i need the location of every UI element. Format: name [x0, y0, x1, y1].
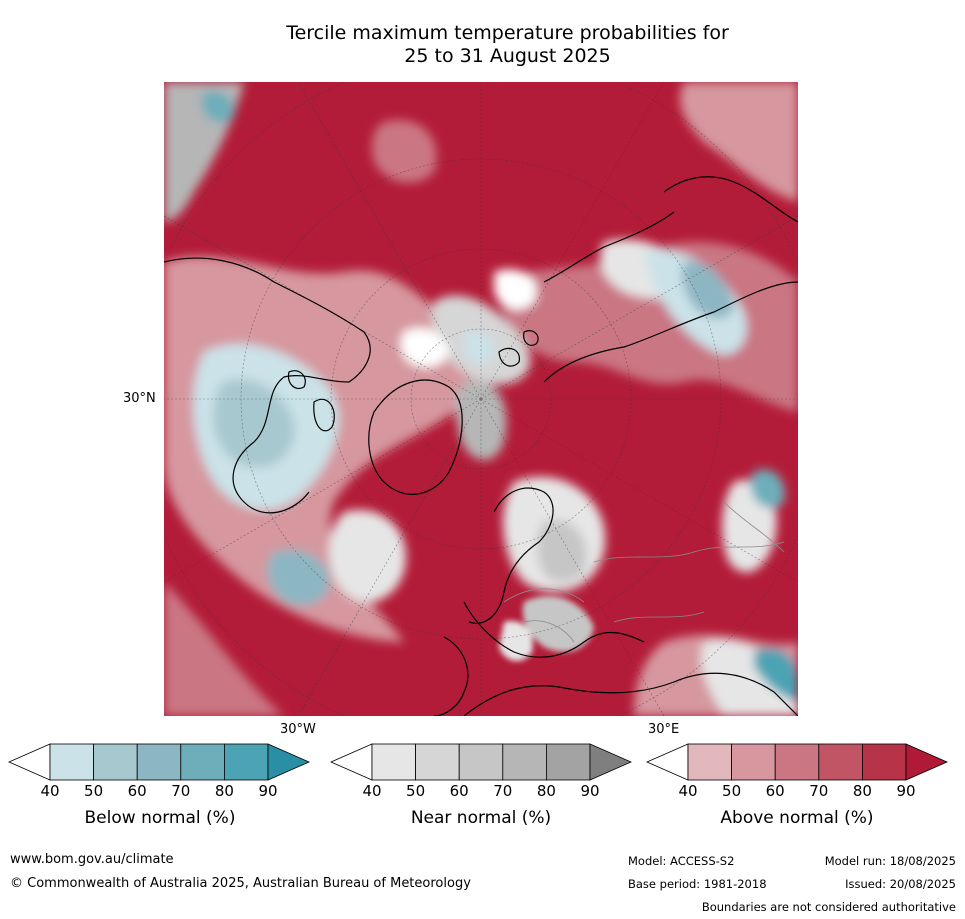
- model-text: Model: ACCESS-S2: [628, 854, 735, 868]
- colorbar-above-normal-tick-40: 40: [678, 782, 698, 800]
- colorbar-above-normal-tick-70: 70: [809, 782, 829, 800]
- europe-field: [499, 596, 594, 662]
- lon-label-30e: 30°E: [648, 722, 680, 737]
- colorbar-below-normal-tick-40: 40: [40, 782, 60, 800]
- model-run-text: Model run: 18/08/2025: [824, 854, 956, 868]
- colorbar-above-normal-tick-50: 50: [722, 782, 742, 800]
- colorbar-near-normal-segment-50: [415, 743, 460, 781]
- probability-fields: [164, 82, 798, 716]
- colorbar-near-normal-tick-50: 50: [406, 782, 426, 800]
- colorbar-above-normal-segment-60: [774, 743, 820, 781]
- colorbar-below-normal: [8, 743, 310, 781]
- copyright-text: © Commonwealth of Australia 2025, Austra…: [10, 876, 471, 891]
- colorbar-near-normal-svg: [330, 743, 632, 781]
- colorbar-near-normal-tick-90: 90: [580, 782, 600, 800]
- colorbar-near-normal-tick-80: 80: [536, 782, 556, 800]
- colorbar-above-normal-segment-50: [731, 743, 776, 781]
- disclaimer-text: Boundaries are not considered authoritat…: [701, 900, 956, 914]
- lat-label-30n: 30°N: [123, 391, 156, 406]
- colorbar-below-normal-tick-50: 50: [84, 782, 104, 800]
- colorbar-below-normal-ticks: 40 50 60 70 80 90: [8, 782, 310, 802]
- colorbar-near-normal-label: Near normal (%): [410, 808, 552, 828]
- colorbar-near-normal-segment-40: [371, 743, 416, 781]
- colorbar-below-normal-segment-80: [223, 743, 269, 781]
- issued-text: Issued: 20/08/2025: [845, 877, 956, 891]
- colorbar-below-normal-segment-50: [93, 743, 138, 781]
- colorbar-below-normal-below-40: [8, 743, 51, 781]
- colorbar-above-normal-segment-40: [687, 743, 732, 781]
- colorbar-above-normal-tick-90: 90: [896, 782, 916, 800]
- colorbar-near-normal-below-40: [330, 743, 373, 781]
- chart-title-line1: Tercile maximum temperature probabilitie…: [286, 22, 729, 44]
- colorbar-near-normal-segment-70: [502, 743, 547, 781]
- website-link[interactable]: www.bom.gov.au/climate: [10, 852, 174, 867]
- colorbar-below-normal-above-90: [267, 743, 310, 781]
- colorbar-below-normal-label: Below normal (%): [84, 808, 236, 828]
- colorbar-below-normal-tick-80: 80: [214, 782, 234, 800]
- colorbar-below-normal-tick-70: 70: [171, 782, 191, 800]
- colorbar-below-normal-svg: [8, 743, 310, 781]
- colorbar-near-normal-tick-70: 70: [493, 782, 513, 800]
- coastlines: [164, 176, 798, 716]
- colorbar-above-normal-label: Above normal (%): [720, 808, 874, 828]
- colorbar-below-normal-tick-60: 60: [127, 782, 147, 800]
- base-period-text: Base period: 1981-2018: [628, 877, 767, 891]
- colorbar-above-normal-segment-70: [818, 743, 863, 781]
- colorbar-near-normal-ticks: 40 50 60 70 80 90: [330, 782, 632, 802]
- map-svg: [164, 82, 798, 716]
- colorbar-below-normal-tick-90: 90: [258, 782, 278, 800]
- borders: [503, 501, 785, 643]
- colorbar-near-normal-segment-80: [545, 743, 591, 781]
- colorbar-near-normal-above-90: [589, 743, 632, 781]
- chart-title-line2: 25 to 31 August 2025: [404, 45, 611, 67]
- colorbar-near-normal-segment-60: [458, 743, 504, 781]
- colorbar-above-normal-ticks: 40 50 60 70 80 90: [646, 782, 948, 802]
- colorbar-above-normal-tick-80: 80: [852, 782, 872, 800]
- colorbar-above-normal-tick-60: 60: [765, 782, 785, 800]
- colorbar-near-normal: [330, 743, 632, 781]
- graticule: [164, 82, 798, 716]
- colorbar-above-normal-svg: [646, 743, 948, 781]
- colorbar-above-normal-above-90: [905, 743, 948, 781]
- colorbar-below-normal-segment-70: [180, 743, 225, 781]
- colorbar-above-normal: [646, 743, 948, 781]
- lon-label-30w: 30°W: [280, 722, 316, 737]
- colorbar-above-normal-segment-80: [861, 743, 907, 781]
- colorbar-near-normal-tick-40: 40: [362, 782, 382, 800]
- colorbar-above-normal-below-40: [646, 743, 689, 781]
- probability-map[interactable]: [164, 82, 798, 716]
- colorbar-below-normal-segment-60: [136, 743, 182, 781]
- colorbar-below-normal-segment-40: [49, 743, 94, 781]
- colorbar-near-normal-tick-60: 60: [449, 782, 469, 800]
